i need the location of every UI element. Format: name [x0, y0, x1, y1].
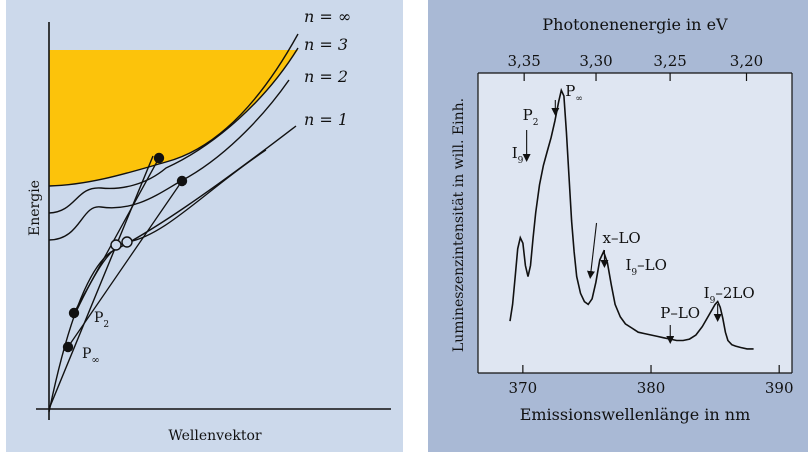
transition-line-a: [67, 180, 183, 348]
bottom-tick-label: 390: [765, 379, 794, 397]
band-label-3: n = 3: [304, 35, 348, 54]
crossing-circle-2: [121, 236, 133, 248]
wavevector-axis-label: Wellenvektor: [168, 428, 262, 444]
photon-line: [48, 155, 154, 410]
point-n2: [176, 175, 188, 187]
top-tick-label: 3,20: [730, 52, 763, 70]
spectrum-series-line: [509, 87, 754, 350]
dispersion-diagram-panel: n = ∞ n = 3 n = 2 n = 1 P2 P∞ Energie We…: [6, 0, 403, 452]
annotation-label: x–LO: [603, 229, 641, 247]
bottom-axis-label: Emissionswellenlänge in nm: [520, 405, 751, 424]
annotation-arrow: [587, 222, 598, 279]
top-tick-label: 3,35: [507, 52, 540, 70]
point-p2: [68, 307, 80, 319]
annotation-label: I9–LO: [625, 256, 666, 278]
band-n-2: [48, 79, 290, 241]
band-label-inf: n = ∞: [304, 7, 351, 26]
band-label-2: n = 2: [304, 67, 348, 86]
annotation-label: P∞: [565, 82, 583, 104]
plot-area: [478, 73, 792, 373]
bottom-tick-label: 380: [637, 379, 666, 397]
annotation-label: I9–2LO: [704, 284, 755, 306]
annotation-label: P2: [523, 106, 539, 128]
dispersion-diagram: n = ∞ n = 3 n = 2 n = 1 P2 P∞ Energie We…: [27, 7, 391, 444]
spectrum-panel: 3,35 3,30 3,25 3,20 370 380 390 I9 P2 P∞ x–LO I9–…: [428, 0, 808, 452]
crossing-circle-1: [110, 239, 122, 251]
continuum-fill: [49, 50, 298, 186]
top-axis-label: Photonenenergie in eV: [542, 15, 728, 34]
label-pinf: P∞: [82, 346, 100, 366]
band-n-infinity: [48, 33, 299, 187]
annotation-label: I9: [512, 144, 524, 166]
bottom-tick-label: 370: [509, 379, 538, 397]
y-axis-label: Lumineszenzintensität in will. Einh.: [451, 98, 467, 352]
top-axis-ticks: 3,35 3,30 3,25 3,20: [507, 52, 763, 81]
top-tick-label: 3,30: [579, 52, 612, 70]
band-n-3: [48, 47, 299, 214]
top-tick-label: 3,25: [653, 52, 686, 70]
bottom-axis-ticks: 370 380 390: [509, 365, 794, 397]
annotation-label: P–LO: [660, 304, 700, 322]
point-continuum: [153, 152, 165, 164]
band-label-1: n = 1: [304, 110, 348, 129]
point-pinf: [62, 341, 74, 353]
transition-line-b: [73, 157, 160, 314]
energy-axis-label: Energie: [27, 180, 43, 236]
luminescence-spectrum: 3,35 3,30 3,25 3,20 370 380 390 I9 P2 P∞ x–LO I9–…: [451, 15, 794, 424]
label-p2: P2: [94, 310, 109, 330]
